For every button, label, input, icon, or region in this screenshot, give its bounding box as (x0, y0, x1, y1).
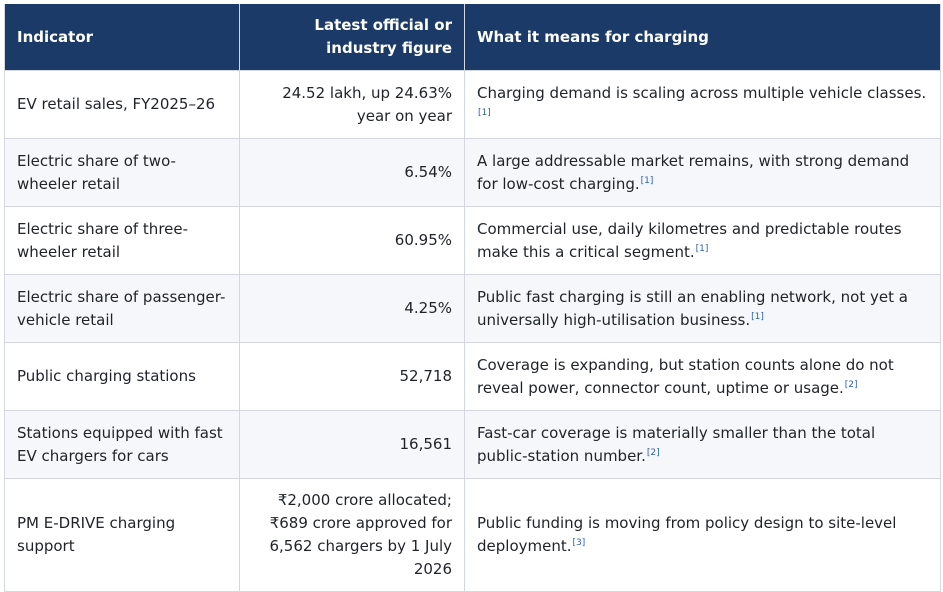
indicator-cell: PM E-DRIVE charging support (4, 478, 240, 592)
data-table-container: Indicator Latest official or industry fi… (4, 4, 941, 592)
citation-link[interactable]: [3] (572, 538, 586, 548)
meaning-text: Fast-car coverage is materially smaller … (477, 423, 876, 465)
figure-cell: 16,561 (239, 410, 465, 479)
indicator-cell: Public charging stations (4, 342, 240, 411)
citation-link[interactable]: [1] (640, 175, 654, 186)
meaning-text: Public funding is moving from policy des… (477, 514, 897, 555)
figure-cell: ₹2,000 crore allocated; ₹689 crore appro… (239, 478, 465, 592)
citation-link[interactable]: [2] (646, 447, 660, 458)
figure-cell: 6.54% (239, 138, 465, 207)
figure-cell: 4.25% (239, 274, 465, 343)
figure-cell: 60.95% (239, 206, 465, 275)
table-row: PM E-DRIVE charging support ₹2,000 crore… (4, 478, 941, 592)
indicator-cell: Stations equipped with fast EV chargers … (4, 410, 240, 479)
meaning-cell: Fast-car coverage is materially smaller … (464, 410, 941, 479)
ev-charging-indicators-table: Indicator Latest official or industry fi… (4, 4, 941, 592)
meaning-text: Charging demand is scaling across multip… (477, 83, 927, 102)
meaning-cell: Charging demand is scaling across multip… (464, 70, 941, 139)
indicator-cell: Electric share of two-wheeler retail (4, 138, 240, 207)
citation-link[interactable]: [1] (478, 107, 491, 118)
meaning-cell: A large addressable market remains, with… (464, 138, 941, 207)
table-header-row: Indicator Latest official or industry fi… (4, 4, 941, 71)
table-row: EV retail sales, FY2025–26 24.52 lakh, u… (4, 70, 941, 139)
citation-link[interactable]: [1] (695, 243, 709, 254)
figure-cell: 52,718 (239, 342, 465, 411)
header-indicator: Indicator (4, 4, 240, 71)
citation-link[interactable]: [2] (844, 379, 858, 390)
meaning-text: Public fast charging is still an enablin… (477, 287, 908, 329)
meaning-cell: Public fast charging is still an enablin… (464, 274, 941, 343)
table-row: Public charging stations 52,718 Coverage… (4, 342, 941, 411)
indicator-cell: Electric share of passenger-vehicle reta… (4, 274, 240, 343)
indicator-cell: EV retail sales, FY2025–26 (4, 70, 240, 139)
meaning-cell: Coverage is expanding, but station count… (464, 342, 941, 411)
table-row: Stations equipped with fast EV chargers … (4, 410, 941, 479)
meaning-text: Commercial use, daily kilometres and pre… (477, 219, 902, 261)
table-row: Electric share of two-wheeler retail 6.5… (4, 138, 941, 207)
header-meaning: What it means for charging (464, 4, 941, 71)
meaning-text: A large addressable market remains, with… (477, 151, 910, 193)
figure-cell: 24.52 lakh, up 24.63% year on year (239, 70, 465, 139)
indicator-cell: Electric share of three-wheeler retail (4, 206, 240, 275)
table-row: Electric share of three-wheeler retail 6… (4, 206, 941, 275)
meaning-cell: Commercial use, daily kilometres and pre… (464, 206, 941, 275)
header-figure: Latest official or industry figure (239, 4, 465, 71)
table-row: Electric share of passenger-vehicle reta… (4, 274, 941, 343)
meaning-cell: Public funding is moving from policy des… (464, 478, 941, 592)
citation-link[interactable]: [1] (751, 311, 764, 322)
meaning-text: Coverage is expanding, but station count… (477, 355, 894, 397)
